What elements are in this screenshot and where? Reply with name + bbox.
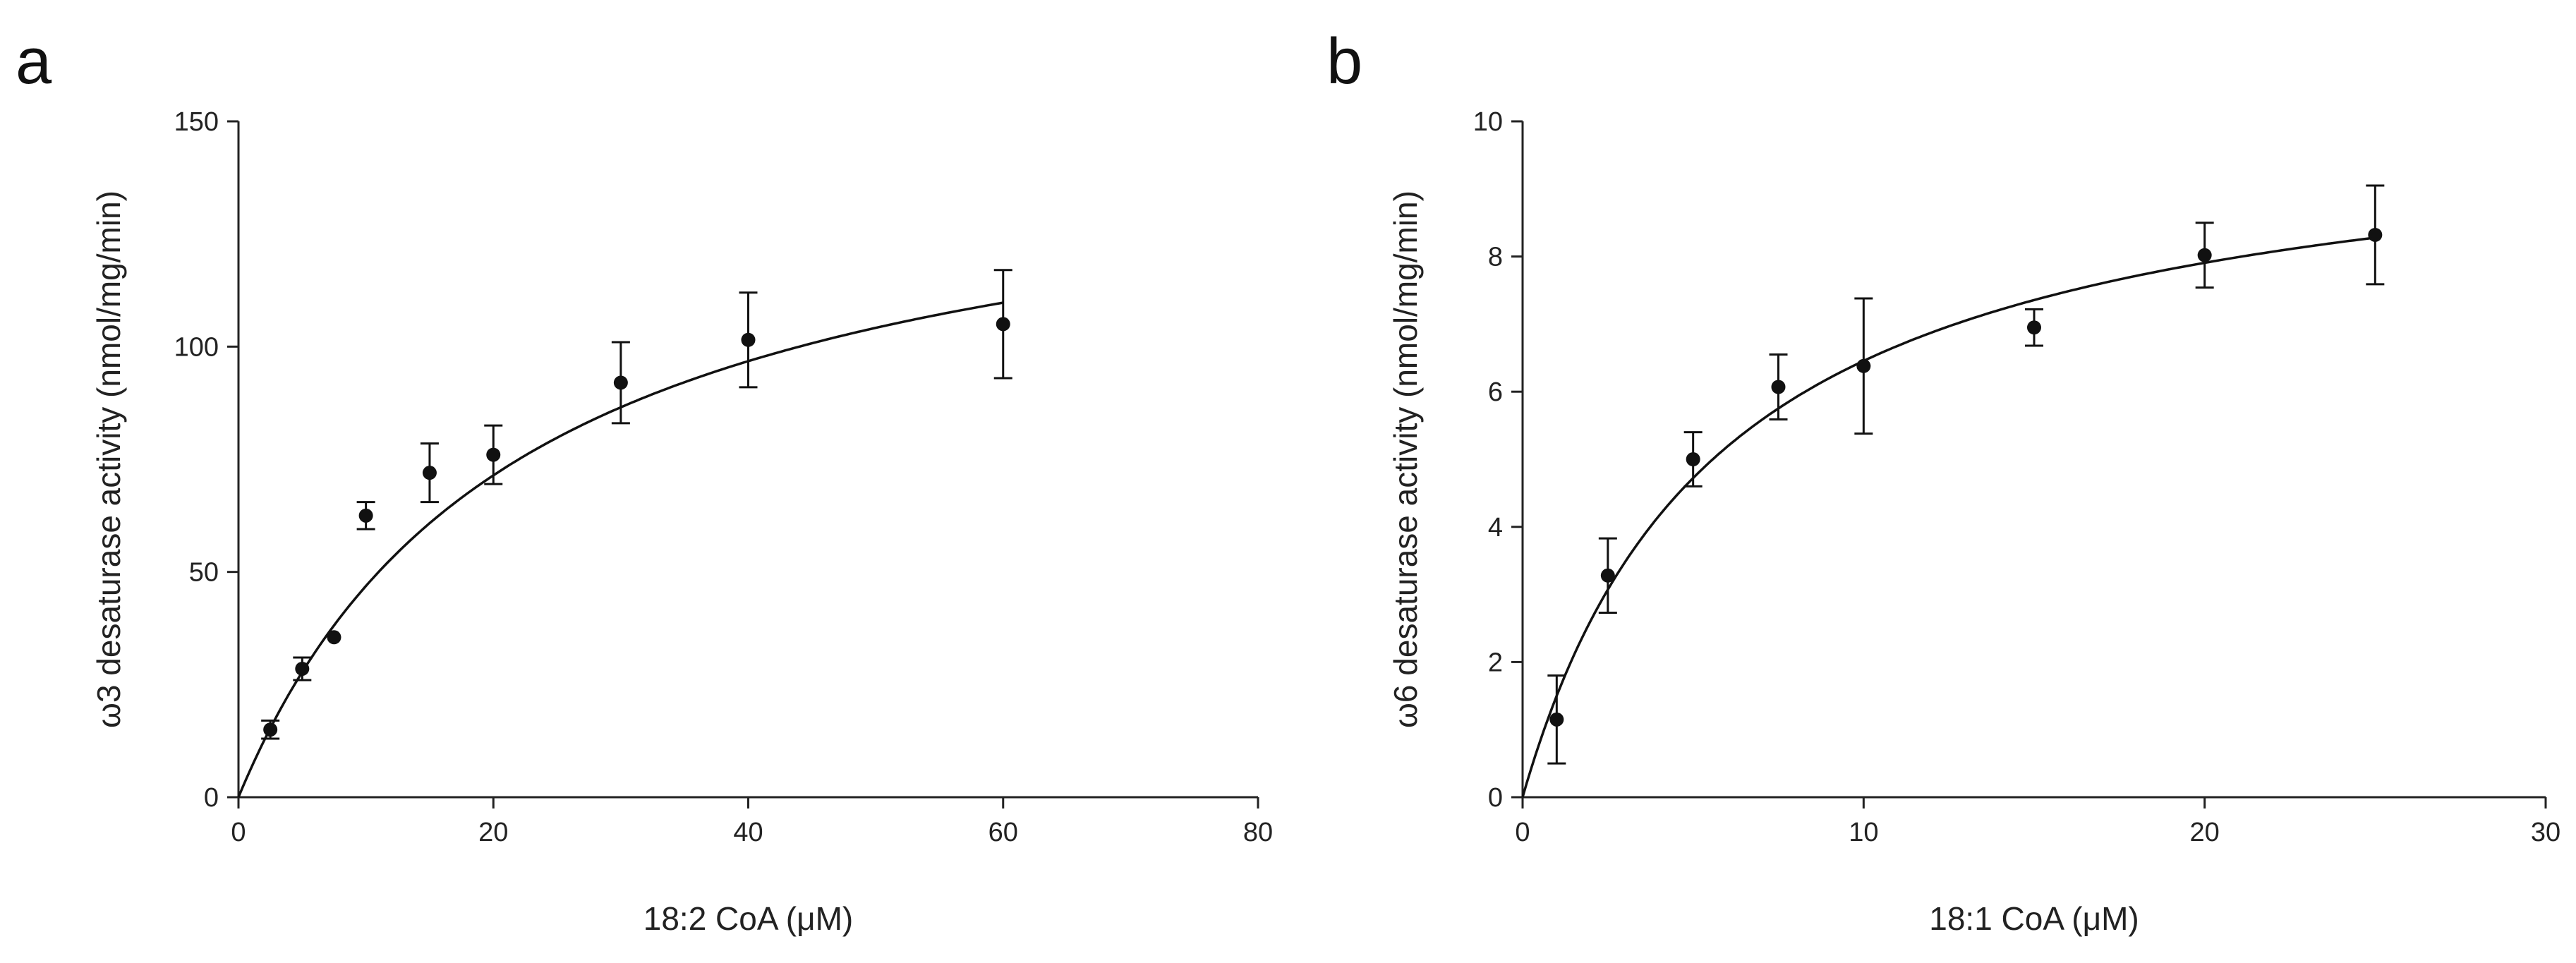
chart-0-x-tick-label: 40 (733, 818, 763, 847)
chart-1-data-point (2027, 320, 2041, 335)
chart-0-y-tick-label: 100 (174, 332, 219, 362)
chart-0-x-axis-title: 18:2 CoA (μM) (643, 900, 854, 937)
chart-0-data-point (486, 447, 501, 462)
chart-0-panel-label: a (16, 25, 52, 97)
chart-1-y-tick-label: 8 (1488, 243, 1503, 272)
chart-0-data-point (996, 317, 1010, 332)
chart-0-y-tick-label: 150 (174, 107, 219, 137)
chart-0-y-axis-title: ω3 desaturase activity (nmol/mg/min) (90, 190, 127, 728)
chart-1-y-tick-label: 2 (1488, 648, 1503, 677)
chart-0-data-point (295, 661, 310, 676)
chart-1-y-tick-label: 4 (1488, 513, 1503, 543)
chart-1-panel-label: b (1326, 25, 1362, 97)
chart-1-data-point (1686, 452, 1700, 466)
chart-1-data-point (1600, 568, 1615, 583)
chart-1-x-tick-label: 20 (2190, 818, 2220, 847)
panel-b-chart: b 0 10 20 30 0 2 4 6 8 10 18:1 CoA (μM) ω6 desaturas… (1326, 25, 2560, 937)
chart-1-x-tick-label: 0 (1515, 818, 1530, 847)
chart-1-data-point (2368, 227, 2383, 242)
chart-1-y-tick-label: 6 (1488, 377, 1503, 407)
chart-1-fit-curve (1521, 236, 2376, 798)
chart-0-data-point (741, 332, 756, 347)
chart-1-x-axis-title: 18:1 CoA (μM) (1929, 900, 2139, 937)
chart-1-x-tick-label: 30 (2531, 818, 2560, 847)
chart-0-data-point (327, 630, 341, 645)
chart-1-y-tick-label: 10 (1473, 107, 1503, 137)
chart-1-data-point (1549, 712, 1564, 727)
chart-0-data-point (263, 722, 278, 737)
chart-0-x-tick-label: 60 (988, 818, 1018, 847)
chart-1-data-point (1771, 380, 1786, 394)
chart-1-data-point (2197, 248, 2212, 262)
chart-0-x-tick-label: 0 (231, 818, 246, 847)
chart-1-y-tick-label: 0 (1488, 783, 1503, 813)
panel-a-chart: a 0 20 40 60 80 0 50 100 150 18:2 CoA (μM) ω3 desat… (16, 25, 1273, 937)
chart-0-y-tick-label: 0 (204, 783, 219, 813)
chart-1-x-tick-label: 10 (1849, 818, 1878, 847)
chart-1-y-axis-title: ω6 desaturase activity (nmol/mg/min) (1387, 190, 1424, 728)
chart-0-x-tick-label: 20 (478, 818, 508, 847)
chart-0-y-tick-label: 50 (189, 558, 219, 588)
chart-0-data-point (358, 508, 373, 523)
chart-1-data-point (1856, 358, 1871, 373)
chart-0-x-tick-label: 80 (1243, 818, 1273, 847)
chart-0-data-point (422, 466, 437, 480)
chart-0-data-point (613, 375, 628, 390)
